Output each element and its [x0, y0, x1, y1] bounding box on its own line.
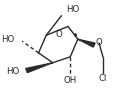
Text: O: O — [95, 38, 102, 47]
Polygon shape — [26, 63, 52, 73]
Text: HO: HO — [65, 5, 78, 14]
Polygon shape — [77, 39, 94, 47]
Text: O: O — [55, 30, 62, 39]
Text: HO: HO — [6, 67, 19, 76]
Text: Cl: Cl — [98, 74, 106, 83]
Text: OH: OH — [63, 76, 76, 85]
Text: HO: HO — [1, 35, 14, 44]
